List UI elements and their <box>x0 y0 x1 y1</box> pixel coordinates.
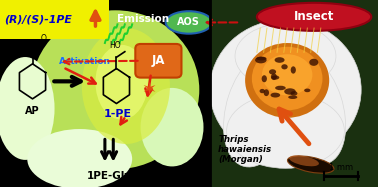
Ellipse shape <box>290 91 297 96</box>
Ellipse shape <box>227 94 344 168</box>
Ellipse shape <box>288 95 297 99</box>
Text: Thrips
hawaiensis
(Morgan): Thrips hawaiensis (Morgan) <box>218 135 272 164</box>
Ellipse shape <box>284 88 296 95</box>
Ellipse shape <box>262 54 312 95</box>
Ellipse shape <box>245 43 329 118</box>
Ellipse shape <box>256 57 266 60</box>
Text: JA: JA <box>152 54 165 67</box>
Ellipse shape <box>289 155 319 166</box>
Ellipse shape <box>260 89 265 93</box>
Ellipse shape <box>27 129 132 187</box>
Ellipse shape <box>223 50 297 167</box>
Ellipse shape <box>141 88 203 166</box>
Ellipse shape <box>210 20 361 160</box>
Ellipse shape <box>31 10 199 169</box>
Text: Activation: Activation <box>59 57 111 66</box>
Ellipse shape <box>269 69 276 74</box>
Ellipse shape <box>274 57 285 63</box>
Ellipse shape <box>263 89 269 96</box>
Text: Insect: Insect <box>294 10 334 23</box>
Ellipse shape <box>309 59 318 66</box>
Ellipse shape <box>271 75 279 80</box>
Text: AP: AP <box>25 106 40 116</box>
Ellipse shape <box>271 73 277 80</box>
Ellipse shape <box>252 47 322 110</box>
Ellipse shape <box>291 66 296 74</box>
Text: AOS: AOS <box>177 17 200 27</box>
Ellipse shape <box>0 57 54 160</box>
Ellipse shape <box>166 11 212 34</box>
Text: 1PE-Gly: 1PE-Gly <box>87 171 132 181</box>
Ellipse shape <box>288 156 334 173</box>
Ellipse shape <box>275 86 286 90</box>
Ellipse shape <box>96 45 148 120</box>
Text: (R)/(S)-1PE: (R)/(S)-1PE <box>4 15 72 25</box>
FancyBboxPatch shape <box>0 0 109 39</box>
Text: 1-PE: 1-PE <box>104 109 132 119</box>
Text: 1 mm: 1 mm <box>329 163 353 172</box>
Ellipse shape <box>235 23 336 89</box>
Ellipse shape <box>255 57 266 63</box>
Text: HO: HO <box>110 41 121 50</box>
Ellipse shape <box>257 3 371 31</box>
Ellipse shape <box>262 75 267 82</box>
Ellipse shape <box>276 53 345 164</box>
Ellipse shape <box>82 28 170 144</box>
Text: ✶: ✶ <box>141 81 156 99</box>
Ellipse shape <box>271 93 280 98</box>
Text: Emission: Emission <box>118 14 170 24</box>
Ellipse shape <box>304 88 310 92</box>
FancyBboxPatch shape <box>135 44 181 78</box>
Ellipse shape <box>281 64 288 69</box>
Text: O: O <box>41 34 47 43</box>
